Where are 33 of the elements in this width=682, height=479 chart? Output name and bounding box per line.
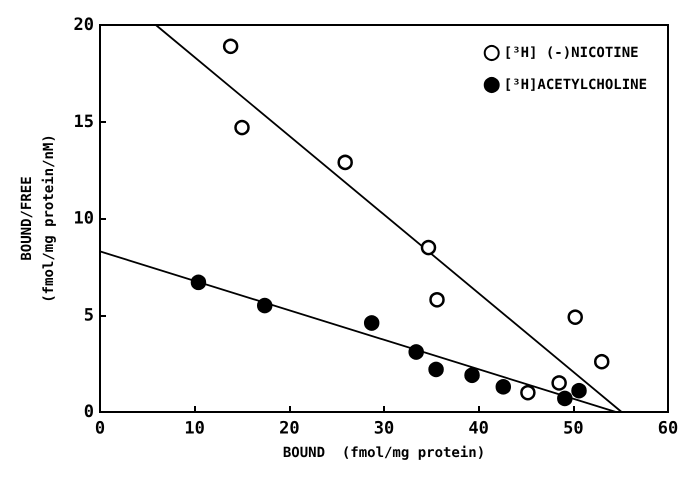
point (256, 298, 272, 314)
x-tick-label: 40 (468, 418, 489, 438)
x-tick-label: 10 (184, 418, 205, 438)
point (520, 384, 536, 400)
y-tick-label: 0 (84, 402, 94, 422)
point (190, 274, 206, 290)
x-axis-title: BOUND (fmol/mg protein) (282, 445, 486, 461)
y-tick-label: 10 (74, 208, 94, 228)
x-tick-label: 60 (658, 418, 678, 438)
point (420, 240, 436, 256)
y-tick-label: 5 (84, 305, 94, 326)
point (222, 38, 238, 54)
y-axis-title: BOUND/FREE (fmol/mg protein/nM) (19, 134, 57, 303)
x-tick-label: 30 (374, 418, 394, 438)
point (234, 120, 250, 136)
point (364, 315, 380, 331)
x-tick-label: 20 (279, 418, 300, 438)
point (428, 362, 444, 378)
point (567, 309, 583, 325)
point (551, 375, 567, 391)
point (594, 354, 610, 370)
point (496, 379, 512, 395)
legend-label: [³H] (-)NICOTINE (504, 45, 639, 61)
point (464, 367, 480, 383)
legend-label: [³H]ACETYLCHOLINE (504, 77, 648, 93)
point (429, 292, 445, 308)
point (571, 382, 587, 398)
y-tick-label: 15 (74, 112, 94, 132)
y-tick-label: 20 (74, 15, 94, 35)
point (337, 154, 353, 170)
point (557, 390, 573, 406)
point (408, 344, 424, 360)
x-tick-label: 50 (563, 418, 584, 438)
